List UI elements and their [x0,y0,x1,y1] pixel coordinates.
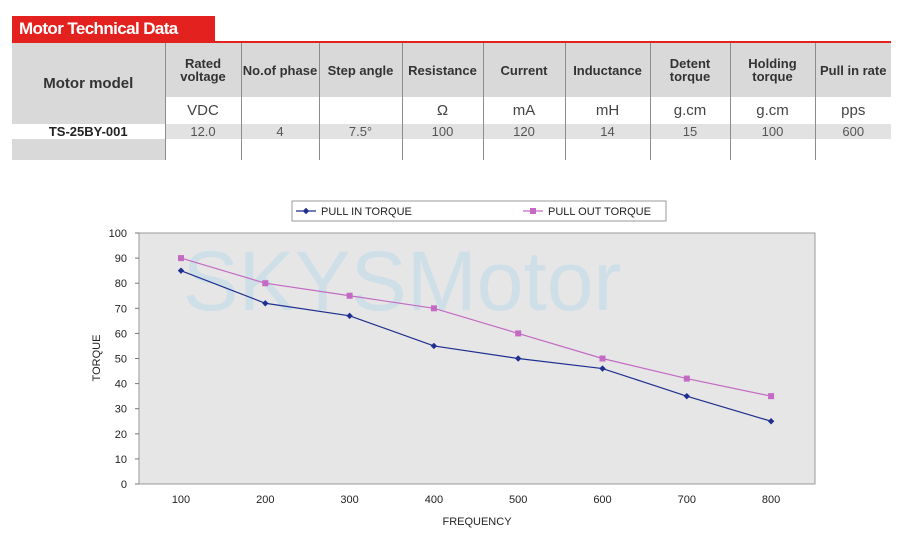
legend-marker-pull-out [530,208,536,214]
y-tick-label: 80 [115,278,127,290]
series-line [180,270,772,422]
x-tick-label: 100 [172,494,190,506]
empty-cell [650,139,731,160]
value-step-angle: 7.5° [319,124,403,139]
value-no-of-phase: 4 [241,124,320,139]
empty-cell [319,139,403,160]
y-axis-label: TORQUE [91,335,103,382]
torque-chart: PULL IN TORQUE PULL OUT TORQUE SKYSMotor… [0,195,906,535]
data-point [262,300,269,307]
header-row: Motor model Rated voltage No.of phase St… [12,43,891,124]
unit-rated-voltage: VDC [165,97,242,124]
value-detent-torque: 15 [650,124,731,139]
unit-current: mA [483,97,566,124]
model-header: Motor model [12,43,166,124]
value-current: 120 [483,124,566,139]
x-axis-label: FREQUENCY [442,516,512,528]
y-tick-label: 10 [115,454,127,466]
x-tick-label: 200 [256,494,274,506]
series-pull-out [178,255,775,400]
data-point [767,418,775,425]
unit-resistance: Ω [402,97,484,124]
header-resistance: Resistance [402,43,484,97]
data-point [262,280,269,287]
unit-no-of-phase [241,97,320,124]
x-tick-label: 500 [509,494,527,506]
unit-inductance: mH [565,97,651,124]
value-pull-in-rate: 600 [815,124,891,139]
x-tick-label: 600 [593,494,611,506]
data-point [768,393,775,400]
y-tick-label: 40 [115,379,127,391]
legend: PULL IN TORQUE PULL OUT TORQUE [291,200,667,222]
y-tick-label: 100 [109,228,127,240]
data-point [683,375,690,382]
value-rated-voltage: 12.0 [165,124,242,139]
value-inductance: 14 [565,124,651,139]
empty-cell [730,139,816,160]
empty-cell [12,139,166,160]
x-tick-label: 800 [762,494,780,506]
unit-pull-in-rate: pps [815,97,891,124]
series-line [180,257,772,397]
data-point [515,355,522,362]
data-point [683,392,690,400]
data-point [177,267,185,274]
unit-detent-torque: g.cm [650,97,731,124]
data-point [599,365,606,372]
empty-cell [165,139,242,160]
empty-cell [241,139,320,160]
data-point [346,292,353,299]
y-tick-label: 20 [115,429,127,441]
series-group [177,255,775,425]
x-tick-label: 700 [678,494,696,506]
axes: 0 10 20 30 40 50 60 70 80 90 100 100 200 300 400 500 600… [109,228,781,506]
header-detent-torque: Detent torque [650,43,731,97]
spec-table: Motor model Rated voltage No.of phase St… [12,43,891,160]
legend-box [291,200,667,222]
data-point [515,330,522,337]
header-no-of-phase: No.of phase [241,43,320,97]
unit-step-angle [319,97,403,124]
legend-label-pull-out: PULL OUT TORQUE [548,206,651,218]
series-pull-in [177,267,775,425]
empty-row [12,139,891,160]
y-tick-label: 30 [115,404,127,416]
units-row: VDC Ω mA mH g.cm g.cm pps [12,97,891,124]
empty-cell [402,139,484,160]
title-underline [12,41,891,43]
data-point [178,255,184,262]
header-current: Current [483,43,566,97]
data-point [599,355,606,362]
y-tick-label: 50 [115,354,127,366]
plot-area [138,232,816,485]
header-rated-voltage: Rated voltage [165,43,242,97]
data-point [430,305,437,312]
table-row: TS-25BY-001 12.0 4 7.5° 100 120 14 15 10… [12,124,891,139]
header-inductance: Inductance [565,43,651,97]
header-step-angle: Step angle [319,43,403,97]
value-resistance: 100 [402,124,484,139]
header-pull-in-rate: Pull in rate [815,43,891,97]
model-name: TS-25BY-001 [12,124,166,139]
empty-cell [483,139,566,160]
x-tick-label: 400 [425,494,443,506]
empty-cell [565,139,651,160]
data-point [346,312,353,320]
chart-svg: PULL IN TORQUE PULL OUT TORQUE SKYSMotor… [91,200,816,528]
y-tick-label: 70 [115,303,127,315]
y-tick-label: 60 [115,328,127,340]
value-holding-torque: 100 [730,124,816,139]
y-tick-label: 90 [115,253,127,265]
watermark: SKYSMotor [183,234,622,328]
data-point [430,342,438,350]
section-title: Motor Technical Data [12,16,215,42]
empty-cell [815,139,891,160]
header-holding-torque: Holding torque [730,43,816,97]
legend-label-pull-in: PULL IN TORQUE [321,206,412,218]
y-tick-label: 0 [121,479,127,491]
unit-holding-torque: g.cm [730,97,816,124]
x-tick-label: 300 [340,494,358,506]
